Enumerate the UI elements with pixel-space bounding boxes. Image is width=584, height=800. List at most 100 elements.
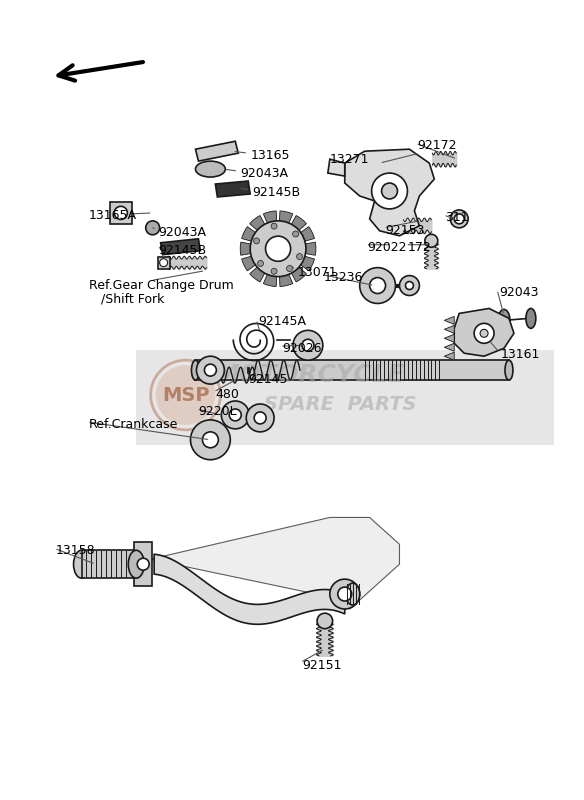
Text: 9220L: 9220L (199, 405, 237, 418)
Wedge shape (278, 249, 314, 270)
Wedge shape (278, 242, 316, 255)
Circle shape (370, 278, 385, 294)
Polygon shape (161, 238, 200, 254)
Circle shape (330, 579, 360, 609)
Circle shape (190, 420, 230, 460)
Text: SPARE  PARTS: SPARE PARTS (263, 395, 416, 414)
Polygon shape (328, 159, 345, 176)
Text: 92145: 92145 (248, 373, 288, 386)
Circle shape (297, 254, 303, 259)
Wedge shape (242, 226, 278, 249)
Text: 13158: 13158 (56, 544, 96, 558)
Text: 92026: 92026 (282, 342, 322, 355)
Polygon shape (215, 181, 250, 197)
Polygon shape (444, 316, 454, 324)
Ellipse shape (526, 309, 536, 328)
Bar (158, 257, 169, 269)
Circle shape (271, 268, 277, 274)
Polygon shape (444, 334, 454, 342)
Text: 480: 480 (215, 388, 239, 401)
Polygon shape (454, 309, 514, 356)
Text: 92022: 92022 (368, 241, 407, 254)
Bar (196, 360, 509, 380)
Wedge shape (278, 211, 293, 249)
Circle shape (405, 282, 413, 290)
Circle shape (246, 404, 274, 432)
Circle shape (253, 238, 259, 244)
Circle shape (254, 412, 266, 424)
Ellipse shape (196, 161, 225, 177)
Text: MSP: MSP (162, 386, 209, 405)
Wedge shape (250, 215, 278, 249)
Circle shape (317, 613, 333, 629)
Circle shape (145, 221, 159, 234)
Circle shape (221, 401, 249, 429)
Circle shape (203, 432, 218, 448)
Text: 13161: 13161 (501, 348, 540, 362)
Wedge shape (263, 249, 278, 286)
Circle shape (137, 558, 149, 570)
Text: 92151: 92151 (302, 658, 342, 672)
Text: 92043A: 92043A (240, 167, 288, 180)
Text: 92145B: 92145B (159, 244, 207, 257)
Circle shape (250, 221, 306, 277)
Wedge shape (242, 249, 278, 270)
Circle shape (399, 275, 419, 295)
Circle shape (371, 173, 408, 209)
Circle shape (266, 236, 291, 262)
Text: 92145A: 92145A (258, 315, 306, 329)
Text: Ref.Crankcase: Ref.Crankcase (89, 418, 178, 431)
Ellipse shape (128, 550, 144, 578)
Text: 13236: 13236 (324, 270, 363, 284)
Text: 311: 311 (445, 211, 469, 224)
Circle shape (204, 364, 216, 376)
Text: 92172: 92172 (418, 139, 457, 152)
Circle shape (196, 356, 224, 384)
Text: 92043: 92043 (499, 286, 538, 298)
Ellipse shape (192, 360, 200, 380)
Polygon shape (444, 343, 454, 351)
Wedge shape (263, 211, 278, 249)
Ellipse shape (498, 310, 510, 331)
Circle shape (360, 268, 395, 303)
Circle shape (338, 587, 352, 601)
Circle shape (271, 223, 277, 229)
Ellipse shape (346, 583, 360, 605)
Text: 13165A: 13165A (89, 209, 137, 222)
Circle shape (381, 183, 398, 199)
Text: MOTORCYCLE: MOTORCYCLE (214, 363, 405, 387)
Wedge shape (278, 226, 314, 249)
Polygon shape (196, 142, 238, 161)
Wedge shape (278, 249, 293, 286)
Circle shape (480, 330, 488, 338)
Bar (135, 350, 554, 445)
Polygon shape (134, 542, 152, 586)
Text: 13165: 13165 (250, 149, 290, 162)
Bar (82, 550, 136, 578)
Circle shape (293, 231, 298, 237)
Ellipse shape (450, 210, 468, 228)
Polygon shape (444, 326, 454, 334)
Circle shape (302, 339, 314, 351)
Text: 172: 172 (408, 241, 431, 254)
Circle shape (230, 409, 241, 421)
Text: 13071: 13071 (298, 266, 338, 278)
Text: Ref.Gear Change Drum: Ref.Gear Change Drum (89, 278, 234, 291)
Text: 92043A: 92043A (159, 226, 207, 239)
Wedge shape (240, 242, 278, 255)
Text: /Shift Fork: /Shift Fork (101, 293, 164, 306)
Polygon shape (345, 149, 434, 236)
Circle shape (474, 323, 494, 343)
Circle shape (287, 266, 293, 271)
Circle shape (156, 365, 215, 425)
Circle shape (425, 234, 438, 247)
Polygon shape (154, 554, 345, 624)
Ellipse shape (505, 360, 513, 380)
Text: 92145B: 92145B (252, 186, 300, 199)
FancyBboxPatch shape (110, 202, 132, 224)
Text: 13271: 13271 (330, 153, 369, 166)
Wedge shape (250, 249, 278, 282)
Circle shape (258, 261, 263, 266)
Circle shape (114, 206, 127, 219)
Wedge shape (278, 249, 307, 282)
